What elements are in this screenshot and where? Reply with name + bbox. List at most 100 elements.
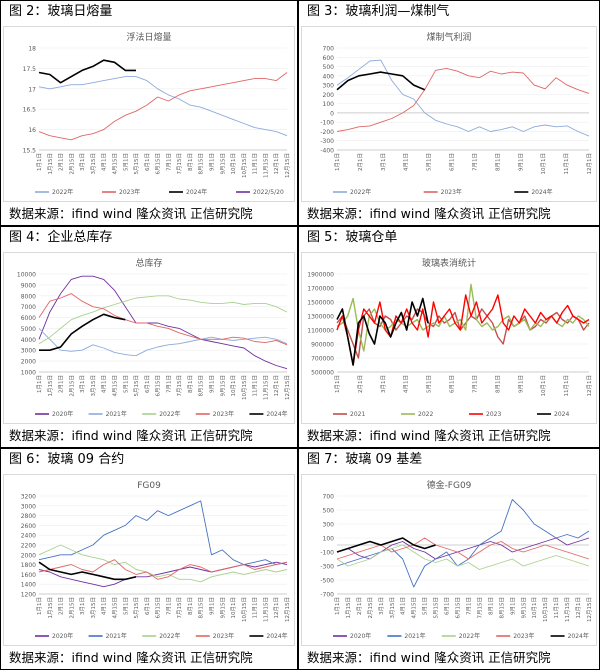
- y-tick-label: 1300000: [307, 314, 334, 321]
- legend-item: 2022年: [52, 188, 73, 196]
- x-tick-label: 9月15日: [219, 153, 226, 175]
- legend-item: 2020年: [350, 632, 371, 640]
- legend-item: 2023年: [441, 188, 462, 196]
- x-tick-label: 4月1日: [101, 597, 108, 615]
- legend-item: 2021年: [106, 410, 127, 418]
- x-tick-label: 7月15日: [176, 597, 183, 619]
- x-tick-label: 10月1日: [540, 153, 547, 175]
- x-tick-label: 12月1日: [273, 375, 280, 397]
- x-tick-label: 5月1日: [422, 597, 429, 615]
- x-tick-label: 2月1日: [357, 375, 364, 393]
- x-tick-label: 10月15日: [542, 597, 549, 622]
- y-tick-label: 900000: [311, 342, 334, 349]
- line-chart: 浮法日熔量 15.5 16 16.5 17 17.5 18 1月1日 1月15日 2月1日 2月15…: [3, 26, 295, 202]
- series-line: [336, 59, 590, 137]
- x-tick-label: 4月1日: [400, 597, 407, 615]
- x-tick-label: 12月1日: [273, 153, 280, 175]
- figure-caption: 图 5：玻璃仓单: [307, 230, 398, 245]
- x-tick-label: 2月15日: [68, 597, 75, 619]
- x-tick-label: 1月1日: [36, 597, 43, 615]
- x-tick-label: 8月1日: [487, 597, 494, 615]
- x-tick-label: 8月1日: [187, 597, 194, 615]
- series-line: [38, 500, 288, 566]
- series-line: [336, 537, 590, 560]
- chart-title: FG09: [137, 481, 161, 491]
- x-tick-label: 10月1日: [540, 375, 547, 397]
- x-tick-label: 11月1日: [252, 375, 259, 397]
- y-tick-label: 6000: [21, 315, 36, 322]
- x-tick-label: 2月1日: [58, 375, 65, 393]
- series-line: [38, 76, 288, 137]
- x-tick-label: 5月15日: [133, 375, 140, 397]
- series-line: [336, 71, 426, 91]
- series-line: [39, 313, 126, 351]
- x-tick-label: 9月15日: [219, 597, 226, 619]
- figure-source: 数据来源：ifind wind 隆众资讯 正信研究院: [9, 650, 253, 665]
- x-tick-label: 4月15日: [111, 375, 118, 397]
- y-tick-label: 1600: [21, 572, 36, 579]
- x-tick-label: 2月15日: [68, 153, 75, 175]
- chart-border: [3, 26, 295, 202]
- x-tick-label: 11月15日: [564, 597, 571, 622]
- x-tick-label: 9月1日: [209, 153, 216, 171]
- x-tick-label: 12月15日: [586, 597, 593, 622]
- series-line: [38, 59, 136, 84]
- x-tick-label: 10月15日: [241, 153, 248, 178]
- x-tick-label: 5月1日: [426, 375, 433, 393]
- x-tick-label: 11月1日: [252, 597, 259, 619]
- figure-caption: 图 3：玻璃利润—煤制气: [307, 4, 450, 19]
- y-tick-label: -100: [320, 550, 334, 557]
- legend-item: 2022年: [159, 410, 180, 418]
- figure-caption: 图 7：玻璃 09 基差: [307, 452, 423, 467]
- chart-title: 煤制气利润: [426, 31, 471, 43]
- figure-panel: 图 6：玻璃 09 合约 数据来源：ifind wind 隆众资讯 正信研究院 FG…: [0, 448, 298, 670]
- legend-item: 2022年: [459, 632, 480, 640]
- legend-item: 2021年: [404, 632, 425, 640]
- y-tick-label: 700: [323, 46, 335, 53]
- y-tick-label: 2000: [21, 552, 36, 559]
- y-tick-label: 3000: [21, 348, 36, 355]
- y-tick-label: 2800: [21, 513, 36, 520]
- x-tick-label: 9月1日: [209, 597, 216, 615]
- y-tick-label: 1400: [21, 582, 36, 589]
- legend-item: 2024年: [266, 410, 287, 418]
- series-line: [336, 294, 590, 366]
- chart-frame: 德金-FG09 -700 -500 -300 -100 100 300 500 700 1月1日 1…: [301, 474, 597, 646]
- series-line: [336, 499, 590, 588]
- y-tick-label: 600: [323, 55, 335, 62]
- x-tick-label: 12月15日: [284, 597, 291, 622]
- x-tick-label: 7月1日: [465, 597, 472, 615]
- y-tick-label: 16: [28, 127, 36, 134]
- x-tick-label: 11月1日: [563, 153, 570, 175]
- chart-title: 玻璃表消统计: [422, 257, 476, 269]
- y-tick-label: 400: [323, 73, 335, 80]
- x-tick-label: 2月15日: [367, 597, 374, 619]
- x-tick-label: 9月1日: [209, 375, 216, 393]
- x-tick-label: 7月15日: [176, 153, 183, 175]
- y-tick-label: 8000: [21, 293, 36, 300]
- y-tick-label: 16.5: [23, 107, 37, 114]
- y-tick-label: 100: [323, 536, 335, 543]
- x-tick-label: 5月15日: [133, 597, 140, 619]
- series-line: [38, 559, 288, 580]
- x-tick-label: 9月15日: [219, 375, 226, 397]
- figure-caption: 图 4：企业总库存: [9, 230, 113, 245]
- x-tick-label: 8月1日: [494, 153, 501, 171]
- x-tick-label: 3月1日: [380, 153, 387, 171]
- x-tick-label: 11月15日: [262, 597, 269, 622]
- y-tick-label: 2400: [21, 533, 36, 540]
- x-tick-label: 5月1日: [426, 153, 433, 171]
- x-tick-label: 1月1日: [36, 375, 43, 393]
- y-tick-label: 17: [28, 86, 36, 93]
- y-tick-label: -300: [320, 564, 334, 571]
- y-tick-label: 18: [28, 46, 36, 53]
- y-tick-label: 700: [323, 494, 335, 501]
- y-tick-label: -500: [320, 578, 334, 585]
- figure-panel: 图 4：企业总库存 数据来源：ifind wind 隆众资讯 正信研究院 总库存 10…: [0, 226, 298, 448]
- chart-frame: 总库存 1000 2000 3000 4000 5000 6000 7000 8000 9000 1…: [3, 252, 295, 424]
- x-tick-label: 5月1日: [122, 597, 129, 615]
- y-tick-label: 1200: [21, 592, 36, 599]
- y-tick-label: 17.5: [23, 66, 37, 73]
- x-tick-label: 6月1日: [144, 597, 151, 615]
- legend-item: 2020年: [52, 632, 73, 640]
